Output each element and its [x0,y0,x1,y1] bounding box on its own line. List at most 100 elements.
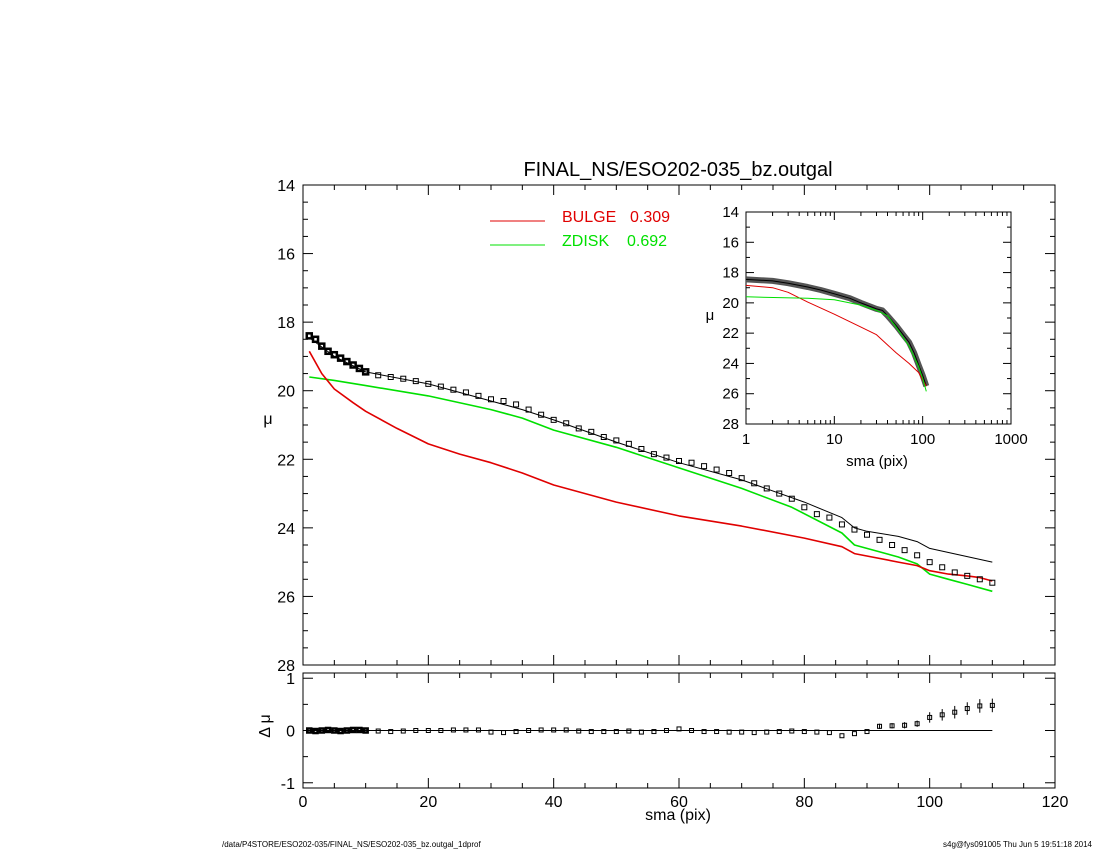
data-point [788,495,795,502]
main-y-tick-label: 16 [277,247,295,264]
data-point [425,380,432,387]
residual-panel: 0 20 40 60 80 100 120-101 sma (pix) Δ μ [257,671,1068,824]
data-point [889,542,896,548]
data-point [864,531,870,538]
residual-point [689,728,695,733]
data-point [663,454,670,461]
legend-bulge-label: BULGE [562,209,616,226]
data-point [701,463,708,470]
residual-point [801,729,807,735]
main-y-tick-label: 14 [277,178,295,195]
data-point [412,378,419,385]
data-point [563,420,570,427]
data-point [349,361,357,369]
data-point [375,372,382,379]
data-point [826,514,833,521]
data-point [488,396,494,403]
data-point [964,572,971,579]
inset-plot-area: 1 10 100 1000 14 16 18 20 22 24 26 28 [722,204,1027,448]
residual-point [318,727,326,734]
bulge-profile-line [308,350,993,582]
data-point [500,398,507,404]
data-point [330,350,339,359]
residual-y-tick-label: 0 [286,724,295,741]
residual-point [463,727,469,733]
inset-zdisk-line [745,296,927,392]
residual-point [312,727,319,735]
residual-point [789,728,795,734]
residual-point [651,729,657,735]
main-y-tick-label: 20 [277,384,295,401]
residual-plot-area: 0 20 40 60 80 100 120-101 [281,671,1069,811]
inset-y-tick-label: 18 [722,265,739,282]
inset-y-tick-label: 28 [722,416,739,433]
residual-point [413,728,419,733]
residual-point [425,728,431,733]
residual-point [501,730,507,736]
residual-point [601,729,607,735]
residual-y-tick-label: -1 [281,776,295,793]
data-point [305,332,314,340]
residual-point [563,727,569,733]
data-point [688,459,695,466]
residual-point [927,714,933,720]
data-point [513,401,520,408]
residual-point [324,726,332,734]
data-point [676,458,682,464]
residual-point [526,728,532,733]
residual-point [375,728,381,734]
residual-x-tick-label: 100 [916,794,943,811]
residual-x-tick-label: 60 [670,794,688,811]
file-path-footer: /data/P4STORE/ESO202-035/FINAL_NS/ESO202… [222,840,481,849]
residual-point [939,712,945,718]
residual-point [306,727,313,734]
residual-x-tick-label: 0 [299,794,308,811]
main-y-tick-label: 26 [277,589,295,606]
residual-point [864,729,870,735]
legend: BULGE 0.309 ZDISK 0.692 [490,209,670,250]
residual-point [388,729,394,735]
data-point [738,475,745,482]
residual-point [776,729,782,735]
data-point [951,569,958,576]
inset-y-tick-label: 26 [722,386,739,403]
data-point [588,428,595,435]
data-point [355,364,364,373]
inset-y-tick-label: 20 [722,295,739,312]
data-point [475,392,482,399]
data-point [343,357,351,366]
residual-y-axis-label: Δ μ [257,714,274,737]
data-point [387,374,394,380]
residual-point [914,721,920,727]
data-point [525,406,532,413]
inset-panel: 1 10 100 1000 14 16 18 20 22 24 26 28 sma (pix) μ [706,204,1028,470]
inset-y-tick-label: 14 [722,204,739,221]
legend-zdisk-label: ZDISK [562,233,609,250]
residual-point [588,729,594,735]
data-point [801,504,808,511]
data-point [939,564,946,571]
data-point [450,386,457,393]
inset-x-tick-label: 1000 [994,431,1027,448]
data-point [575,425,582,432]
main-y-tick-label: 22 [277,452,295,469]
data-point [838,521,845,528]
inset-x-tick-label: 100 [910,431,935,448]
residual-point [964,706,970,712]
data-point [324,347,332,356]
inset-x-tick-label: 10 [826,431,843,448]
residual-point [438,728,444,733]
residual-point [349,726,357,734]
inset-y-tick-label: 22 [722,325,739,342]
residual-point [638,729,644,735]
main-y-tick-label: 28 [277,658,295,675]
residual-point [538,727,544,733]
data-point [926,559,933,566]
residual-x-tick-label: 40 [545,794,563,811]
data-point [713,466,720,473]
residual-point [663,728,669,733]
residual-point [576,728,582,734]
residual-point [977,703,983,709]
data-point [613,437,620,444]
